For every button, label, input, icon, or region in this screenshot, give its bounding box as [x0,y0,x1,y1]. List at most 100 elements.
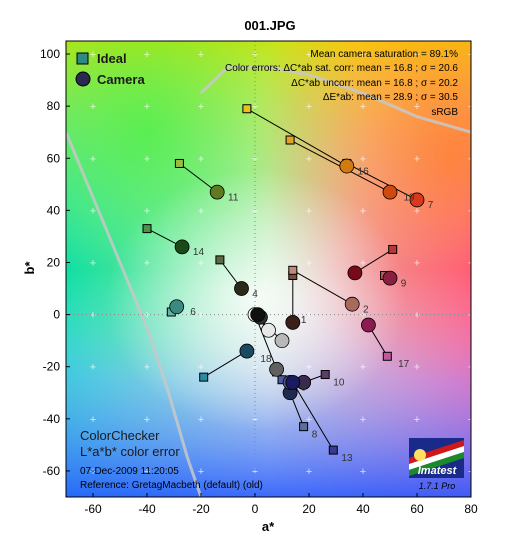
grid-plus: + [468,101,474,113]
grid-plus: + [468,414,474,426]
grid-plus: + [252,205,258,217]
grid-plus: + [90,205,96,217]
grid-plus: + [468,362,474,374]
patch-label-19: 19 [404,192,416,203]
grid-plus: + [414,310,420,322]
grid-plus: + [90,153,96,165]
camera-marker-6 [169,299,185,315]
grid-plus: + [414,205,420,217]
grid-plus: + [198,257,204,269]
patch-label-2: 2 [363,304,369,315]
grid-plus: + [306,49,312,61]
stats-saturation: Mean camera saturation = 89.1% [310,49,458,60]
grid-plus: + [198,153,204,165]
patch-label-7: 7 [428,200,434,211]
grid-plus: + [306,362,312,374]
error-line-15 [354,249,393,274]
imatest-logo: Imatest 1.7.1 Pro [409,438,464,491]
camera-marker-18 [239,343,255,359]
grid-plus: + [360,414,366,426]
y-tick-label: 0 [53,308,60,322]
grid-plus: + [414,101,420,113]
grid-plus: + [252,466,258,478]
patch-label-1: 1 [301,315,307,326]
grid-plus: + [198,205,204,217]
grid-plus: + [90,362,96,374]
ideal-marker-4 [215,255,225,265]
ideal-marker-16 [242,104,252,114]
plot-background [66,41,471,497]
y-tick-label: 100 [40,47,60,61]
grid-plus: + [144,205,150,217]
grid-plus: + [144,414,150,426]
grid-plus: + [360,257,366,269]
legend-camera-marker [75,71,91,87]
patch-label-9: 9 [401,278,407,289]
x-axis-label: a* [262,519,275,534]
version-text: 1.7.1 Pro [419,481,456,491]
x-axis-ticks: -60 -40 -20 0 20 40 60 80 [84,493,478,516]
grid-plus: + [198,414,204,426]
legend-camera-label: Camera [97,72,145,87]
camera-marker-13 [285,374,301,390]
camera-marker-4 [234,281,249,296]
logo-sun-icon [414,449,426,461]
x-tick-label: 0 [252,502,259,516]
grid-plus: + [144,257,150,269]
grid-plus: + [468,205,474,217]
x-tick-label: 40 [356,502,370,516]
patch-label-16: 16 [358,166,370,177]
grid-plus: + [198,49,204,61]
grid-plus: + [198,466,204,478]
footer-title-line2: L*a*b* color error [80,444,180,459]
grid-plus: + [252,153,258,165]
legend-ideal-label: Ideal [97,51,127,66]
grid-plus: + [90,257,96,269]
grid-plus: + [360,466,366,478]
grid-plus: + [252,362,258,374]
grid-plus: + [90,414,96,426]
legend-ideal-marker [76,52,89,65]
grid-plus: + [252,414,258,426]
y-axis-label: b* [22,261,37,275]
camera-marker-1 [285,315,301,330]
grid-plus: + [144,466,150,478]
camera-marker-17 [360,317,376,333]
y-tick-label: 20 [47,255,61,269]
stats-delta-e: ΔE*ab: mean = 28.9 ; σ = 30.5 [323,92,459,103]
ideal-marker-17 [382,351,392,361]
patch-number-labels: 1 2 4 5 6 7 8 9 10 11 13 14 16 17 18 19 [190,166,434,464]
stats-block: Mean camera saturation = 89.1% Color err… [225,49,458,118]
stats-sat-corr: Color errors: ΔC*ab sat. corr: mean = 16… [225,63,458,74]
grid-plus: + [360,49,366,61]
camera-marker-2 [344,296,360,312]
grid-plus: + [144,362,150,374]
ideal-marker-2 [288,265,298,275]
x-tick-label: -60 [84,502,102,516]
camera-marker-11 [209,184,225,200]
grid-plus: + [252,101,258,113]
grid-plus: + [90,49,96,61]
camera-markers [169,158,425,401]
grid-plus: + [198,310,204,322]
patch-label-10: 10 [333,377,345,388]
srgb-gamut-boundary [66,65,471,497]
patch-label-18: 18 [260,354,272,365]
grid-plus: + [306,205,312,217]
grid-plus: + [90,310,96,322]
chart-title: 001.JPG [244,18,295,33]
ideal-marker-3 [299,422,309,432]
y-tick-label: -20 [43,360,61,374]
plot-frame [65,40,472,498]
x-tick-label: 20 [302,502,316,516]
grid-plus: + [468,49,474,61]
camera-marker-7 [409,192,425,208]
error-line-16 [246,108,348,167]
camera-marker-20 [261,322,276,338]
grid-plus: + [144,310,150,322]
grid-plus: + [144,49,150,61]
ideal-marker-12 [285,135,295,145]
patch-label-14: 14 [193,247,205,258]
grid-plus: + [144,101,150,113]
